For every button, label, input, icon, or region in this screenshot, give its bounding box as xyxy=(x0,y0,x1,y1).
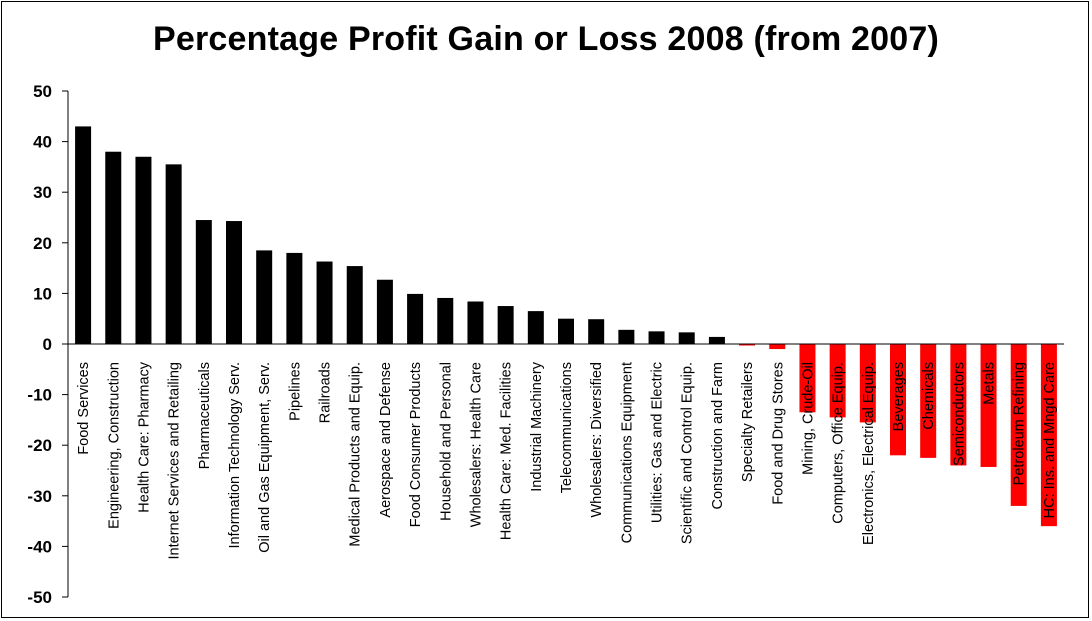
category-label: Metals xyxy=(982,362,998,405)
category-label: Telecommunications xyxy=(559,362,575,493)
category-label: Health Care: Pharmacy xyxy=(136,361,152,512)
y-tick-label: -10 xyxy=(27,386,52,405)
category-label: HC: Ins. and Mngd Care xyxy=(1042,362,1058,518)
category-label: Electronics, Electrical Equip. xyxy=(861,362,877,545)
bar xyxy=(346,266,363,344)
bar xyxy=(407,293,424,344)
category-label: Chemicals xyxy=(921,362,937,430)
y-tick-label: -50 xyxy=(27,588,52,607)
category-label: Industrial Machinery xyxy=(529,361,545,491)
bar xyxy=(1040,344,1057,527)
category-label: Food Services xyxy=(76,362,92,455)
bar xyxy=(135,156,152,344)
bar xyxy=(165,164,182,344)
y-tick-label: 0 xyxy=(43,335,52,354)
bar xyxy=(890,344,906,456)
bar xyxy=(195,220,212,344)
category-label: Beverages xyxy=(891,362,907,431)
bar xyxy=(769,344,786,350)
y-tick-label: 10 xyxy=(33,284,52,303)
bar xyxy=(920,344,937,458)
y-tick-label: 50 xyxy=(33,82,52,101)
y-tick-label: -30 xyxy=(27,487,52,506)
bar xyxy=(829,344,846,418)
category-label: Oil and Gas Equipment, Serv. xyxy=(257,362,273,553)
category-label: Semiconductors xyxy=(951,362,967,466)
bar xyxy=(1010,344,1027,506)
bar xyxy=(437,297,454,344)
bar xyxy=(558,318,574,344)
category-labels: Food Services Engineering, Construction He… xyxy=(76,361,1058,559)
bar xyxy=(799,344,816,413)
bar xyxy=(950,344,967,466)
category-label: Utilities: Gas and Electric xyxy=(650,362,666,523)
bar xyxy=(678,332,695,344)
bar xyxy=(105,151,122,344)
bars xyxy=(75,126,1057,527)
bar xyxy=(256,250,273,344)
category-label: Pharmaceuticals xyxy=(197,362,213,469)
category-label: Engineering, Construction xyxy=(106,362,122,529)
y-tick-label: 20 xyxy=(33,234,52,253)
bar xyxy=(980,344,997,467)
y-tick-label: -20 xyxy=(27,436,52,455)
bar xyxy=(376,279,393,344)
category-label: Wholesalers: Diversified xyxy=(589,362,605,518)
category-label: Food and Drug Stores xyxy=(770,362,786,505)
y-tick-label: -40 xyxy=(27,537,52,556)
category-label: Construction and Farm xyxy=(710,362,726,509)
category-label: Scientific and Control Equip. xyxy=(680,362,696,544)
category-label: Household and Personal xyxy=(438,362,454,521)
chart-title: Percentage Profit Gain or Loss 2008 (fro… xyxy=(152,20,939,58)
category-label: Communications Equipment xyxy=(619,362,635,543)
category-label: Food Consumer Products xyxy=(408,362,424,527)
bar xyxy=(739,344,756,346)
bar xyxy=(75,126,92,344)
bar xyxy=(286,252,303,344)
category-label: Railroads xyxy=(318,362,334,423)
category-label: Information Technology Serv. xyxy=(227,362,243,548)
bar xyxy=(497,306,514,344)
bar xyxy=(648,331,665,344)
category-label: Medical Products and Equip. xyxy=(348,362,364,547)
category-label: Health Care: Med. Facilities xyxy=(499,362,515,540)
category-label: Pipelines xyxy=(287,362,303,421)
bar xyxy=(527,311,544,344)
category-label: Petroleum Refining xyxy=(1012,362,1028,485)
category-label: Mining, Crude-Oil xyxy=(800,362,816,475)
bar xyxy=(588,319,605,344)
y-axis: 50 40 30 20 10 0 -10 -20 -30 -40 -50 xyxy=(27,82,69,607)
bar xyxy=(467,301,484,344)
bar xyxy=(316,261,333,344)
category-label: Internet Services and Retailing xyxy=(167,362,183,559)
y-tick-label: 30 xyxy=(33,183,52,202)
category-label: Aerospace and Defense xyxy=(378,362,394,518)
category-label: Wholesalers: Health Care xyxy=(468,362,484,527)
bar xyxy=(226,221,242,344)
category-label: Computers, Office Equip. xyxy=(831,362,847,524)
y-tick-label: 40 xyxy=(33,133,52,152)
bar xyxy=(618,329,635,344)
bar xyxy=(708,336,725,344)
bar xyxy=(859,344,876,423)
category-label: Specialty Retailers xyxy=(740,362,756,482)
